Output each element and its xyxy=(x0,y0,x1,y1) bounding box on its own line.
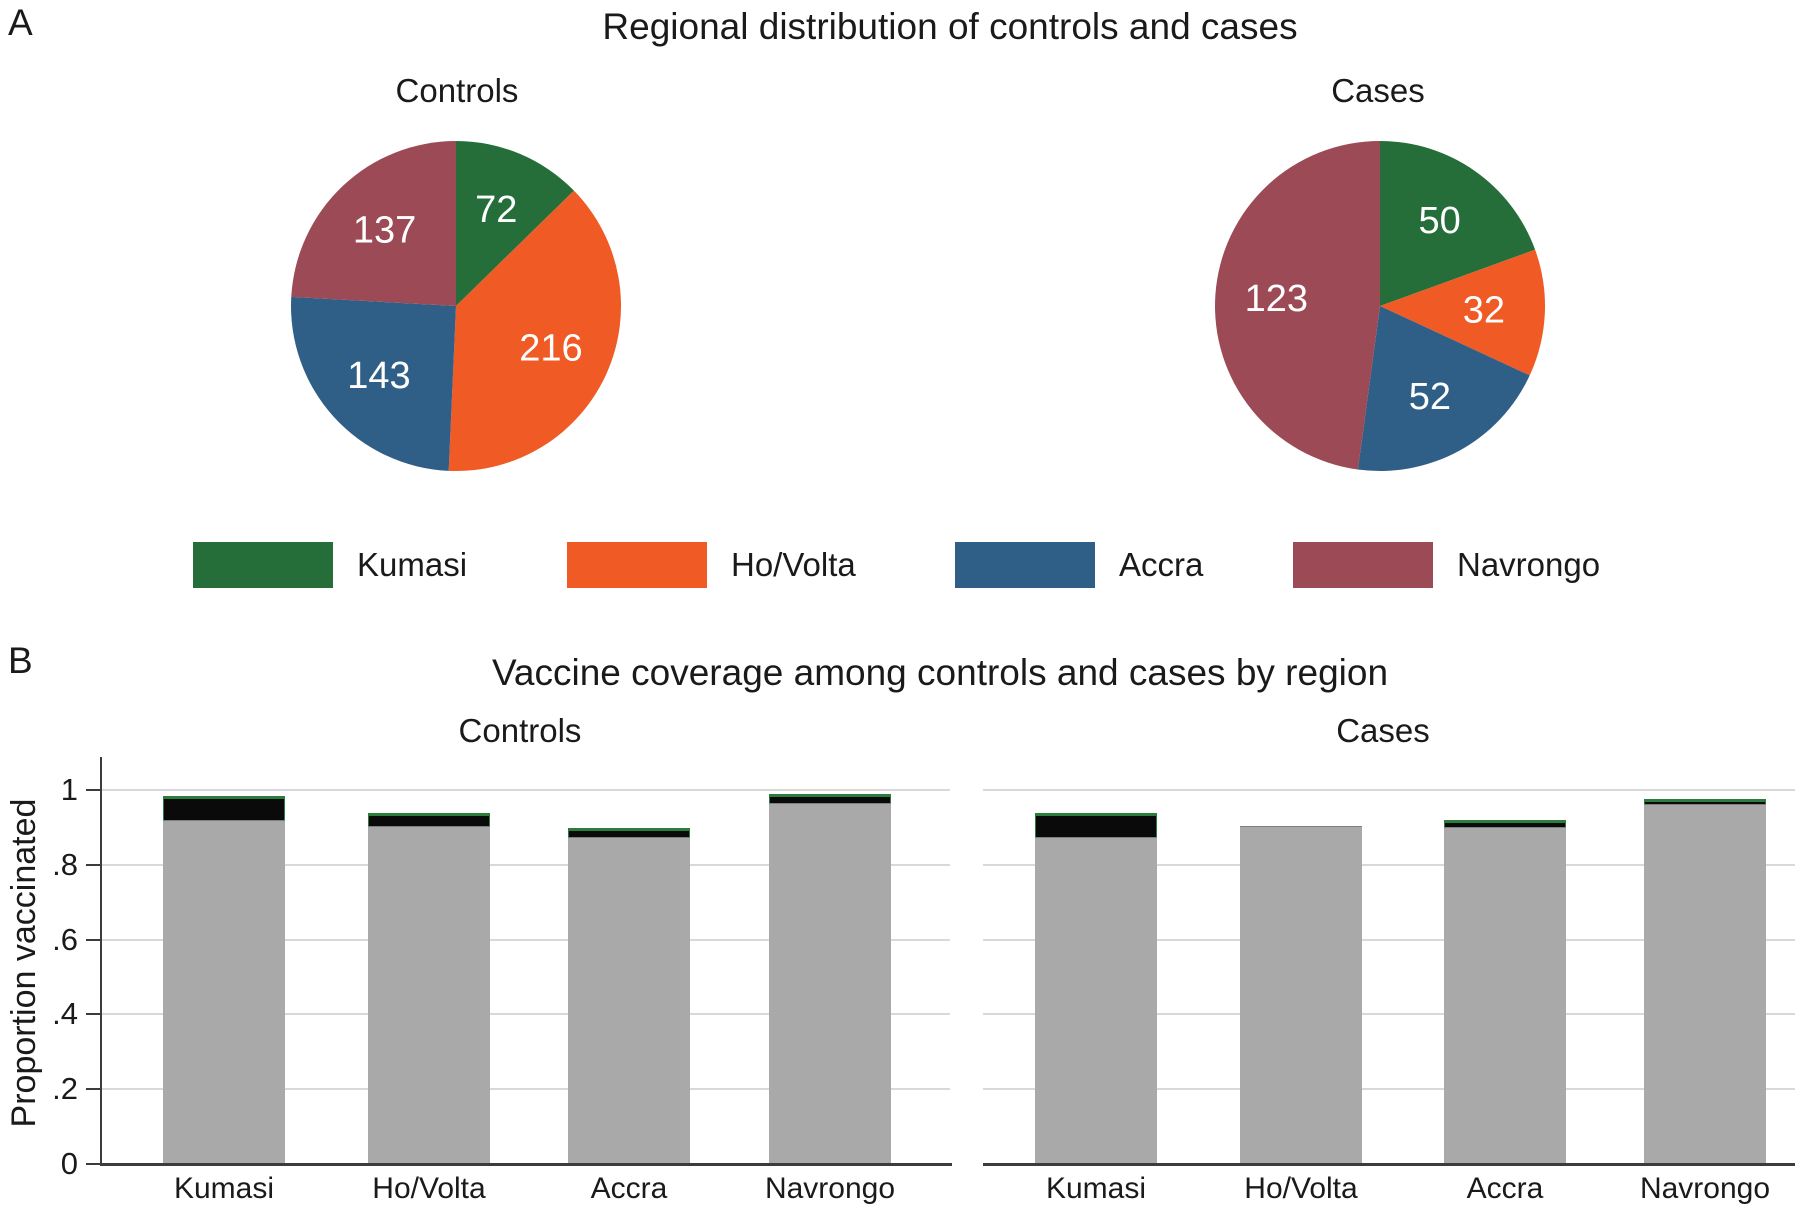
bar-segment-gray xyxy=(769,803,891,1164)
legend-swatch xyxy=(955,542,1095,588)
bar-accra xyxy=(568,757,690,1164)
legend-label: Navrongo xyxy=(1457,546,1601,583)
bar-accra xyxy=(1444,757,1566,1164)
bar-chart-cases-subtitle: Cases xyxy=(1336,712,1430,749)
legend-swatch xyxy=(193,542,333,588)
bar-segment-black xyxy=(1644,799,1766,804)
bar-segment-gray xyxy=(1644,804,1766,1164)
bar-chart-controls-subtitle: Controls xyxy=(458,712,582,749)
legend-label: Kumasi xyxy=(357,546,468,583)
gridline xyxy=(102,863,950,866)
bar-segment-gray xyxy=(368,826,490,1164)
x-axis-line-controls xyxy=(100,1163,952,1166)
bar-segment-black xyxy=(368,813,490,826)
bar-segment-black xyxy=(1444,820,1566,827)
x-axis-line-cases xyxy=(983,1163,1795,1166)
bar-segment-gray xyxy=(568,837,690,1164)
x-tick-label-navrongo: Navrongo xyxy=(1639,1172,1771,1205)
pie-value-label: 143 xyxy=(347,355,410,397)
panel-a-label: A xyxy=(8,2,33,43)
legend-item-accra: Accra xyxy=(955,542,1203,588)
pie-value-label: 50 xyxy=(1419,200,1461,242)
legend-swatch xyxy=(567,542,707,588)
pie-slice-accra xyxy=(290,296,456,471)
pie-slice-ho-volta xyxy=(448,190,622,472)
legend-item-kumasi: Kumasi xyxy=(193,542,467,588)
pie-slice-navrongo xyxy=(1215,141,1380,470)
pie-slice-ho-volta xyxy=(1380,249,1546,376)
bar-segment-gray xyxy=(1035,837,1157,1164)
legend-swatch xyxy=(1293,542,1433,588)
bar-chart-controls xyxy=(102,757,950,1164)
y-tick-label: .6 xyxy=(52,921,78,957)
x-tick-label-kumasi: Kumasi xyxy=(1045,1172,1147,1205)
bar-segment-black xyxy=(568,828,690,837)
bar-navrongo xyxy=(769,757,891,1164)
x-tick-label-ho-volta: Ho/Volta xyxy=(372,1172,486,1205)
panel-b-label: B xyxy=(8,640,33,681)
bar-segment-gray xyxy=(1240,826,1362,1164)
gridline xyxy=(102,1088,950,1091)
bar-segment-black xyxy=(163,796,285,820)
bar-segment-black xyxy=(1035,813,1157,837)
bar-ho-volta xyxy=(368,757,490,1164)
pie-value-label: 72 xyxy=(475,189,517,231)
pie-slice-navrongo xyxy=(291,141,456,306)
pie-value-label: 52 xyxy=(1409,376,1451,418)
y-tick xyxy=(86,938,102,941)
x-tick-label-accra: Accra xyxy=(590,1172,668,1205)
pie-cases-subtitle: Cases xyxy=(1331,72,1425,109)
bar-chart-cases xyxy=(983,757,1795,1164)
pie-chart-controls: 72 216 143 137 xyxy=(290,141,622,472)
y-tick-label: .2 xyxy=(52,1071,78,1107)
pie-value-label: 32 xyxy=(1463,289,1505,331)
gridline xyxy=(983,863,1795,866)
legend-label: Accra xyxy=(1119,546,1204,583)
pie-slice-kumasi xyxy=(1380,141,1536,306)
x-tick-label-navrongo: Navrongo xyxy=(764,1172,896,1205)
y-tick-label: 1 xyxy=(60,772,78,807)
pie-value-label: 137 xyxy=(353,210,416,252)
legend-item-ho-volta: Ho/Volta xyxy=(567,542,856,588)
bar-segment-gray xyxy=(1444,827,1566,1164)
gridline xyxy=(983,789,1795,791)
y-tick xyxy=(86,1088,102,1091)
x-tick-label-ho-volta: Ho/Volta xyxy=(1244,1172,1358,1205)
y-tick xyxy=(86,789,102,791)
legend-label: Ho/Volta xyxy=(731,546,856,583)
y-tick xyxy=(86,1013,102,1016)
y-axis-line xyxy=(100,757,102,1166)
y-tick xyxy=(86,863,102,866)
y-tick-label: 0 xyxy=(60,1146,78,1181)
pie-slice-kumasi xyxy=(456,141,574,306)
gridline xyxy=(983,1013,1795,1016)
gridline xyxy=(102,789,950,791)
pie-slice-accra xyxy=(1357,306,1530,472)
gridline xyxy=(983,1088,1795,1091)
legend-item-navrongo: Navrongo xyxy=(1293,542,1600,588)
gridline xyxy=(983,938,1795,941)
pie-value-label: 216 xyxy=(519,327,582,369)
pie-value-label: 123 xyxy=(1245,278,1308,320)
bar-kumasi xyxy=(1035,757,1157,1164)
y-tick-label: .4 xyxy=(52,996,78,1032)
bar-navrongo xyxy=(1644,757,1766,1164)
gridline xyxy=(102,938,950,941)
bar-kumasi xyxy=(163,757,285,1164)
x-tick-label-accra: Accra xyxy=(1466,1172,1544,1205)
panel-a-title: Regional distribution of controls and ca… xyxy=(602,6,1298,47)
x-tick-label-kumasi: Kumasi xyxy=(173,1172,275,1205)
bar-segment-black xyxy=(769,794,891,803)
panel-b-title: Vaccine coverage among controls and case… xyxy=(491,652,1389,693)
bar-ho-volta xyxy=(1240,757,1362,1164)
gridline xyxy=(102,1013,950,1016)
y-tick xyxy=(86,1163,102,1165)
bar-segment-gray xyxy=(163,820,285,1164)
pie-controls-subtitle: Controls xyxy=(395,72,519,109)
pie-chart-cases: 50 32 52 123 xyxy=(1215,141,1546,472)
y-tick-label: .8 xyxy=(52,846,78,882)
